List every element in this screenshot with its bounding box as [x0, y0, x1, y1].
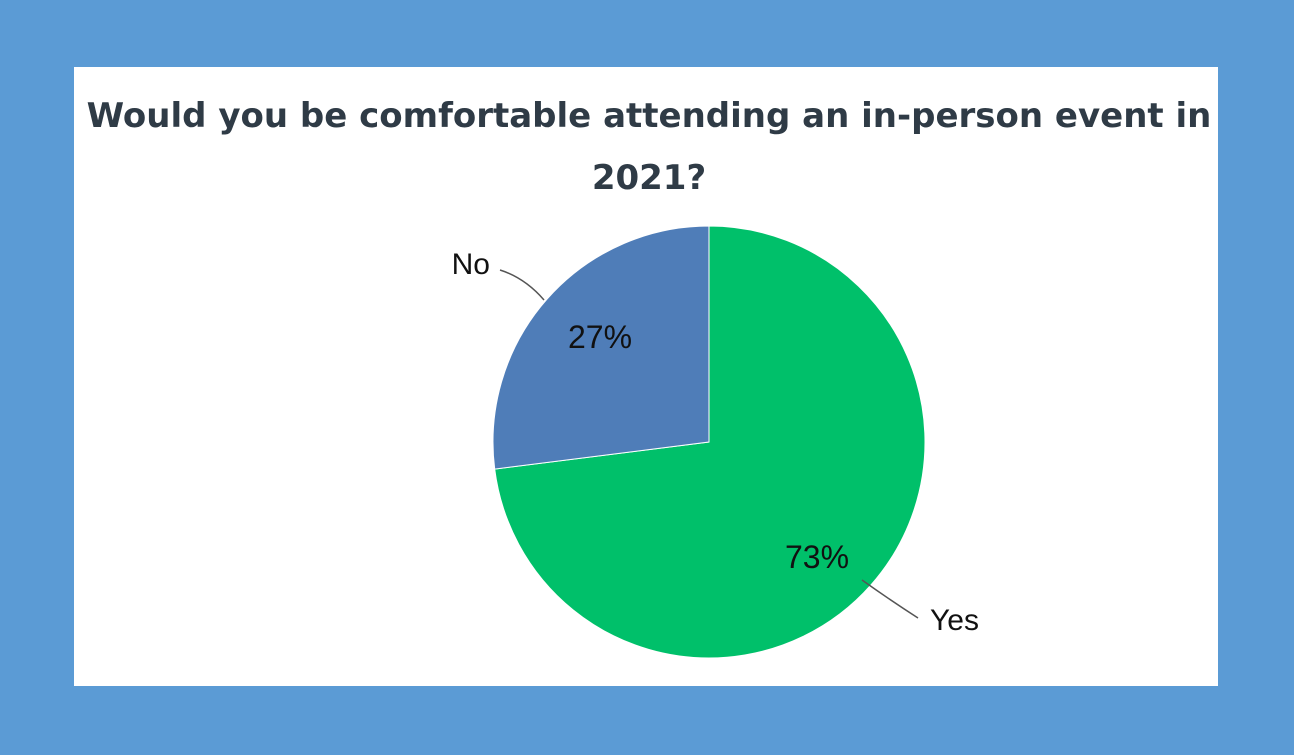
pie-slice-no: [492, 225, 710, 470]
leader-line-no: [499, 269, 545, 301]
pie-category-label-yes: Yes: [930, 604, 979, 637]
chart-title: Would you be comfortable attending an in…: [86, 96, 1212, 198]
pie-category-label-no: No: [452, 248, 490, 281]
leader-line-yes: [861, 579, 919, 619]
pie-value-label-no: 27%: [568, 319, 632, 355]
pie-value-label-yes: 73%: [785, 539, 849, 575]
pie-slice-yes: [494, 225, 926, 659]
